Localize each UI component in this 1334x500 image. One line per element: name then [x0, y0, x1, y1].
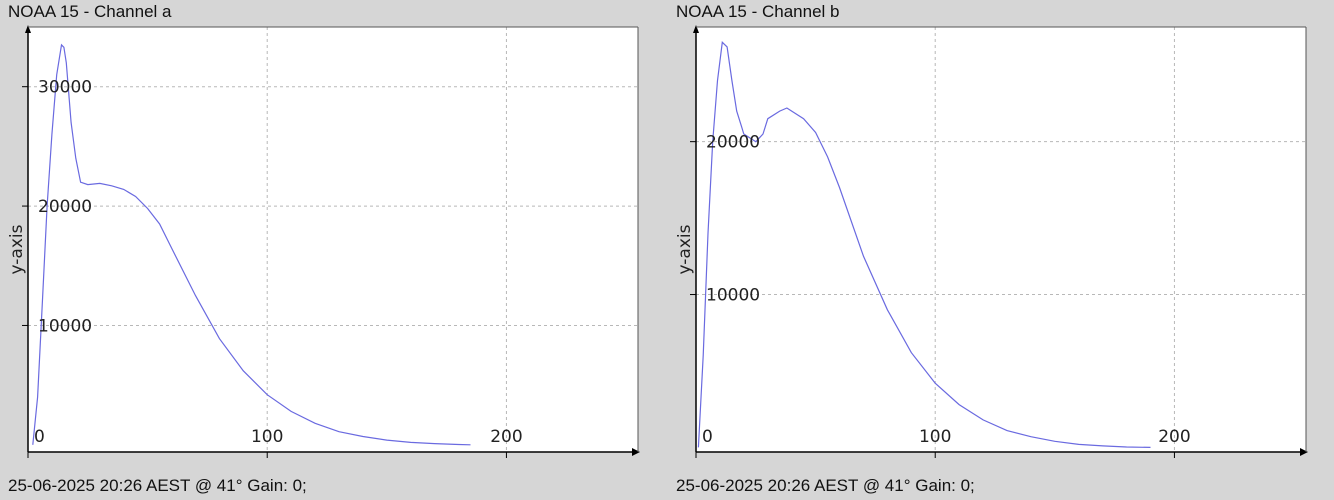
chart-title: NOAA 15 - Channel a — [8, 2, 172, 21]
y-tick-label: 10000 — [38, 316, 92, 336]
series-line — [697, 41, 1151, 448]
y-tick-label: 30000 — [38, 78, 92, 98]
chart-panel-channel-a: NOAA 15 - Channel a 0 100 200 10000 20000 300… — [0, 0, 640, 500]
y-tick-label: 20000 — [706, 133, 760, 153]
series-line — [32, 43, 471, 446]
x-axis-arrow — [632, 448, 640, 456]
status-footer: 25-06-2025 20:26 AEST @ 41° Gain: 0; — [676, 476, 975, 495]
y-tick-label: 20000 — [38, 197, 92, 217]
x-tick-label: 200 — [490, 427, 522, 447]
status-footer: 25-06-2025 20:26 AEST @ 41° Gain: 0; — [8, 476, 307, 495]
x-tick-label: 100 — [919, 427, 951, 447]
line-chart-channel-a: 0 100 200 10000 20000 30000 y-axis — [7, 25, 640, 458]
line-chart-channel-b: 0 100 200 10000 20000 y-axis — [675, 25, 1308, 458]
plot-area — [696, 27, 1306, 452]
y-axis-arrow — [693, 25, 699, 33]
chart-panel-channel-b: NOAA 15 - Channel b 0 100 200 10000 20000 y-a… — [668, 0, 1308, 500]
x-axis-arrow — [1300, 448, 1308, 456]
x-tick-label: 0 — [34, 427, 45, 447]
chart-title: NOAA 15 - Channel b — [676, 2, 840, 21]
x-tick-label: 100 — [251, 427, 283, 447]
plot-area — [28, 27, 638, 452]
y-axis-label: y-axis — [7, 224, 27, 274]
x-tick-label: 200 — [1158, 427, 1190, 447]
y-tick-label: 10000 — [706, 286, 760, 306]
y-axis-arrow — [25, 25, 31, 33]
y-axis-label: y-axis — [675, 224, 695, 274]
x-tick-label: 0 — [702, 427, 713, 447]
